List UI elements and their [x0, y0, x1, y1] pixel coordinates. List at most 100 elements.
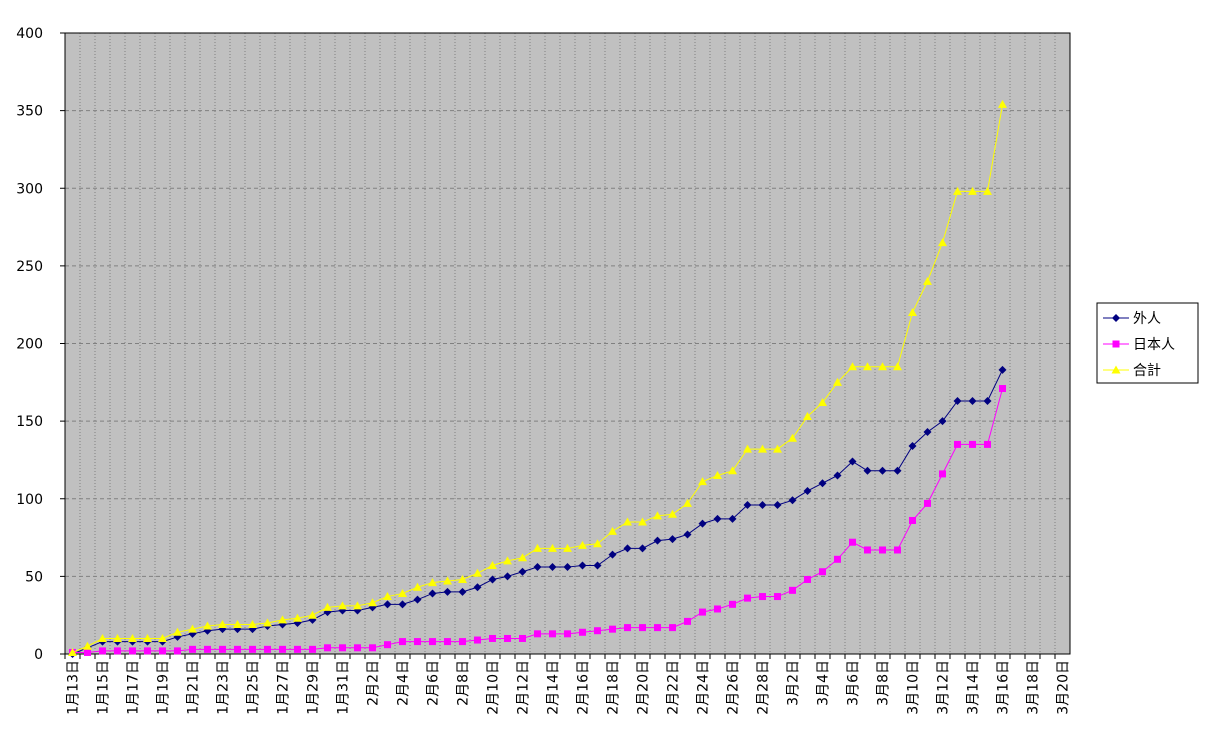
y-tick-label: 50 — [25, 569, 43, 585]
point — [669, 624, 676, 632]
point — [849, 538, 856, 546]
plot-border — [64, 32, 1071, 655]
point — [683, 498, 692, 507]
point — [233, 620, 242, 629]
point — [428, 589, 437, 598]
point — [294, 645, 301, 653]
point — [938, 417, 947, 426]
point — [578, 540, 587, 549]
point — [863, 466, 872, 475]
y-tick-label: 400 — [16, 26, 43, 42]
x-tick-label: 2月2日 — [366, 660, 382, 706]
point — [818, 479, 827, 488]
point — [909, 516, 916, 524]
point — [338, 601, 347, 610]
x-tick-label: 2月8日 — [456, 660, 472, 706]
point — [488, 575, 497, 584]
x-tick-label: 2月6日 — [426, 660, 442, 706]
point — [939, 470, 946, 478]
point — [489, 634, 496, 642]
point — [354, 644, 361, 652]
point — [999, 385, 1006, 393]
point — [458, 587, 467, 596]
point — [744, 594, 751, 602]
point — [518, 567, 527, 576]
x-tick-label: 2月12日 — [516, 660, 532, 715]
point — [503, 572, 512, 581]
point — [668, 509, 677, 518]
point — [624, 624, 631, 632]
point — [129, 647, 136, 655]
point — [774, 593, 781, 601]
point — [609, 625, 616, 633]
point — [534, 630, 541, 638]
point — [653, 511, 662, 520]
point — [398, 600, 407, 609]
series — [68, 99, 1007, 656]
point — [473, 583, 482, 592]
point — [848, 457, 857, 466]
point — [143, 633, 152, 642]
point — [818, 397, 827, 406]
point — [968, 186, 977, 195]
point — [579, 628, 586, 636]
point — [444, 638, 451, 646]
x-tick-label: 1月17日 — [126, 660, 142, 715]
point — [504, 634, 511, 642]
x-tick-label: 2月24日 — [696, 660, 712, 715]
point — [968, 396, 977, 405]
point — [698, 519, 707, 528]
point — [668, 535, 677, 544]
point — [953, 396, 962, 405]
point — [623, 544, 632, 553]
point — [938, 238, 947, 247]
point — [879, 546, 886, 554]
point — [383, 592, 392, 601]
point — [878, 466, 887, 475]
point — [429, 638, 436, 646]
point — [969, 440, 976, 448]
point — [218, 620, 227, 629]
point — [759, 593, 766, 601]
point — [188, 624, 197, 633]
point — [234, 645, 241, 653]
point — [219, 645, 226, 653]
point — [84, 648, 91, 656]
y-tick-label: 250 — [16, 259, 43, 275]
point — [278, 615, 287, 624]
point — [309, 645, 316, 653]
series — [68, 365, 1007, 658]
x-tick-label: 2月26日 — [726, 660, 742, 715]
point — [728, 514, 737, 523]
x-tick-label: 2月14日 — [546, 660, 562, 715]
point — [863, 362, 872, 371]
point — [99, 647, 106, 655]
point — [189, 645, 196, 653]
x-tick-label: 2月18日 — [606, 660, 622, 715]
point — [398, 588, 407, 597]
point — [158, 633, 167, 642]
legend-label: 合計 — [1133, 363, 1161, 379]
point — [773, 444, 782, 453]
point — [519, 634, 526, 642]
point — [1111, 365, 1121, 374]
point — [353, 601, 362, 610]
x-tick-label: 3月10日 — [906, 660, 922, 715]
y-tick-label: 350 — [16, 104, 43, 120]
y-tick-label: 100 — [16, 492, 43, 508]
x-tick-label: 2月20日 — [636, 660, 652, 715]
point — [788, 496, 797, 505]
point — [834, 555, 841, 563]
point — [368, 598, 377, 607]
point — [878, 362, 887, 371]
point — [98, 633, 107, 642]
point — [848, 362, 857, 371]
point — [174, 647, 181, 655]
x-tick-label: 1月23日 — [216, 660, 232, 715]
x-tick-label: 2月16日 — [576, 660, 592, 715]
point — [563, 543, 572, 552]
point — [323, 602, 332, 611]
point — [894, 546, 901, 554]
point — [923, 276, 932, 285]
